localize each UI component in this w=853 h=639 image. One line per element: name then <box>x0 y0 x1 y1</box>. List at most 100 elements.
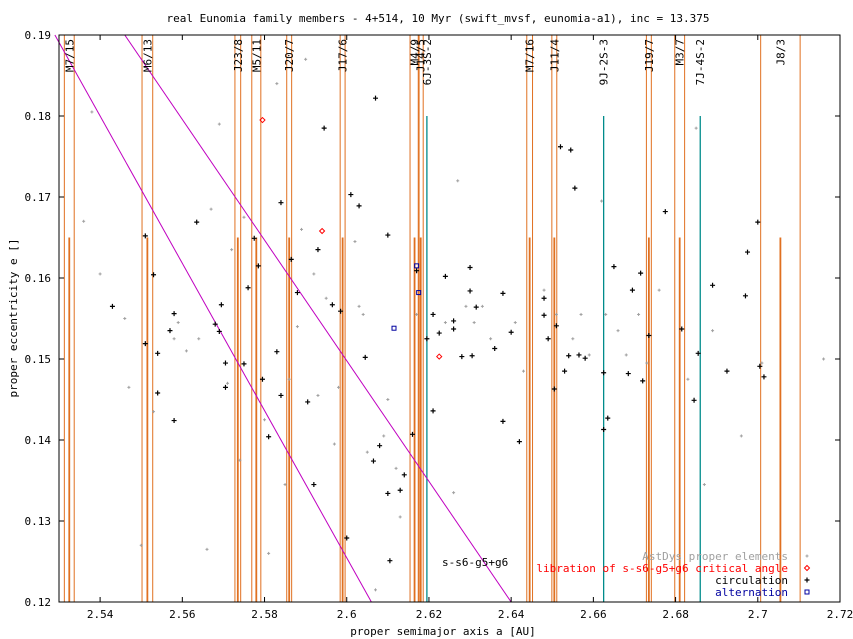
data-point <box>222 384 228 390</box>
data-point <box>545 336 551 342</box>
data-point <box>212 321 218 327</box>
data-point <box>424 336 430 342</box>
data-point <box>516 439 522 445</box>
data-point <box>576 352 582 358</box>
resonance-label: J20/7 <box>283 39 296 72</box>
data-point <box>109 303 115 309</box>
data-point <box>294 290 300 296</box>
resonance-label: 7J-4S-2 <box>694 39 707 85</box>
data-point <box>803 564 811 572</box>
data-point <box>710 282 716 288</box>
data-point <box>601 370 607 376</box>
data-point <box>356 203 362 209</box>
data-point <box>568 147 574 153</box>
data-point <box>572 185 578 191</box>
legend-label: circulation <box>715 574 788 587</box>
data-point <box>251 235 257 241</box>
data-point <box>241 361 247 367</box>
secular-resonance-line <box>54 34 372 603</box>
x-tick-label: 2.56 <box>169 608 196 621</box>
resonance-label: M5/11 <box>250 39 263 72</box>
data-point <box>311 482 317 488</box>
data-point <box>416 290 422 296</box>
data-point <box>451 318 457 324</box>
data-point <box>255 263 261 269</box>
data-point <box>761 374 767 380</box>
data-point <box>315 247 321 253</box>
data-point <box>436 330 442 336</box>
y-tick-label: 0.14 <box>25 434 52 447</box>
data-point <box>274 349 280 355</box>
x-tick-label: 2.7 <box>748 608 768 621</box>
resonance-label: J17/6 <box>337 39 350 72</box>
data-point <box>755 219 761 225</box>
x-tick-label: 2.54 <box>87 608 114 621</box>
resonance-lines <box>63 35 801 602</box>
y-tick-label: 0.15 <box>25 353 52 366</box>
x-tick-label: 2.62 <box>416 608 443 621</box>
resonance-label: M3/7 <box>674 39 687 66</box>
data-point <box>459 354 465 360</box>
y-tick-labels: 0.12 0.13 0.14 0.15 0.16 0.17 0.18 0.19 <box>25 29 52 609</box>
data-point <box>387 558 393 564</box>
data-point <box>245 285 251 291</box>
data-point <box>167 328 173 334</box>
data-point <box>804 589 810 595</box>
data-point <box>553 323 559 329</box>
data-points <box>82 57 826 592</box>
legend-label: alternation <box>715 586 788 599</box>
resonance-label: J19/7 <box>643 39 656 72</box>
data-point <box>385 232 391 238</box>
y-tick-label: 0.17 <box>25 191 52 204</box>
data-point <box>557 144 563 150</box>
data-point <box>724 368 730 374</box>
plot-frame <box>58 34 841 603</box>
data-point <box>151 272 157 278</box>
data-point <box>318 227 326 235</box>
data-point <box>329 302 335 308</box>
resonance-labels: M7/15 M6/13 J23/8 M5/11 J20/7 J17/6 M4/9J14/56… <box>63 39 787 86</box>
data-point <box>541 312 547 318</box>
data-point <box>362 354 368 360</box>
data-point <box>500 418 506 424</box>
data-point <box>601 426 607 432</box>
x-tick-labels: 2.54 2.56 2.58 2.6 2.62 2.64 2.66 2.68 2.7 2.72 <box>87 608 853 621</box>
data-point <box>348 192 354 198</box>
data-point <box>541 295 547 301</box>
x-tick-label: 2.6 <box>337 608 357 621</box>
data-point <box>278 200 284 206</box>
data-point <box>640 378 646 384</box>
y-tick-label: 0.18 <box>25 110 52 123</box>
data-point <box>605 415 611 421</box>
data-point <box>391 325 397 331</box>
legend-label: AstDys proper elements <box>642 550 788 563</box>
x-tick-label: 2.68 <box>662 608 689 621</box>
data-point <box>469 353 475 359</box>
data-point <box>611 264 617 270</box>
x-tick-label: 2.58 <box>251 608 278 621</box>
resonance-label: J23/8 <box>232 39 245 72</box>
data-point <box>430 311 436 317</box>
data-point <box>695 350 701 356</box>
data-point <box>451 326 457 332</box>
data-point <box>222 360 228 366</box>
data-point <box>551 386 557 392</box>
data-point <box>171 418 177 424</box>
data-point <box>218 302 224 308</box>
data-point <box>401 472 407 478</box>
y-tick-label: 0.19 <box>25 29 52 42</box>
axes <box>58 34 841 603</box>
data-point <box>278 392 284 398</box>
data-point <box>414 263 420 269</box>
data-point <box>373 95 379 101</box>
chart-title: real Eunomia family members - 4+514, 10 … <box>166 12 709 25</box>
data-point <box>171 311 177 317</box>
data-point <box>679 326 685 332</box>
data-point <box>142 341 148 347</box>
data-point <box>646 333 652 339</box>
data-point <box>473 304 479 310</box>
data-point <box>259 116 266 124</box>
data-point <box>691 397 697 403</box>
y-tick-label: 0.16 <box>25 272 52 285</box>
